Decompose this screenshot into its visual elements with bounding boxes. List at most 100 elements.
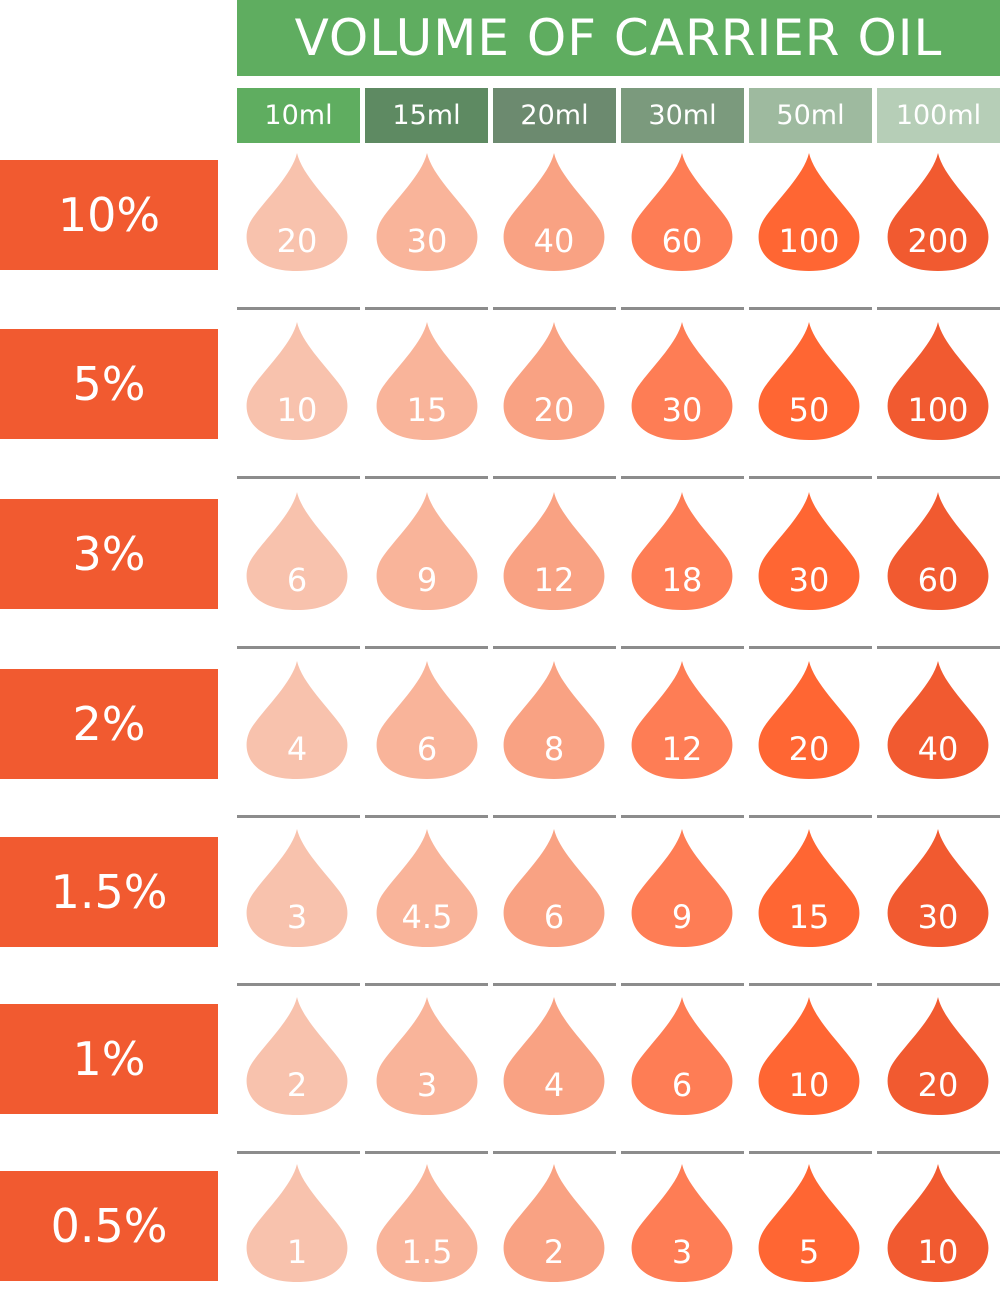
drop-icon [758,1164,860,1282]
drop-icon [246,492,348,610]
drop-cell: 3 [244,829,350,947]
drop-icon [246,829,348,947]
drop-value: 30 [917,898,959,936]
drop-cell: 5 [756,1164,862,1282]
drop-value: 4.5 [401,898,453,936]
drop-cell: 2 [501,1164,607,1282]
drop-cell: 10 [885,1164,991,1282]
drop-cell: 3 [374,997,480,1115]
row-divider [365,983,488,986]
drop-cell: 100 [885,322,991,440]
column-header-10ml: 10ml [237,88,360,143]
row-divider [621,307,744,310]
drop-value: 5 [798,1233,820,1271]
drop-icon [376,997,478,1115]
row-label: 10% [0,160,218,270]
drop-icon [376,492,478,610]
row-label: 2% [0,669,218,779]
drop-icon [246,1164,348,1282]
row-divider [877,307,1000,310]
drop-icon [631,661,733,779]
drop-icon [503,492,605,610]
row-divider [237,983,360,986]
row-divider [493,815,616,818]
drop-cell: 20 [885,997,991,1115]
drop-icon [503,661,605,779]
drop-icon [246,661,348,779]
drop-value: 60 [917,561,959,599]
drop-cell: 1 [244,1164,350,1282]
row-divider [365,815,488,818]
drop-icon [758,492,860,610]
drop-value: 1.5 [401,1233,453,1271]
drop-value: 18 [661,561,703,599]
column-header-15ml: 15ml [365,88,488,143]
drop-icon [758,153,860,271]
column-header-100ml: 100ml [877,88,1000,143]
row-divider [365,1151,488,1154]
drop-value: 3 [286,898,308,936]
drop-value: 10 [917,1233,959,1271]
drop-cell: 60 [629,153,735,271]
drop-cell: 40 [885,661,991,779]
column-header-20ml: 20ml [493,88,616,143]
row-divider [237,307,360,310]
drop-value: 2 [286,1066,308,1104]
drop-value: 6 [286,561,308,599]
drop-cell: 6 [374,661,480,779]
drop-cell: 40 [501,153,607,271]
drop-value: 10 [788,1066,830,1104]
drop-cell: 15 [374,322,480,440]
column-header-30ml: 30ml [621,88,744,143]
drop-cell: 100 [756,153,862,271]
drop-icon [887,661,989,779]
row-divider [621,983,744,986]
drop-cell: 20 [244,153,350,271]
row-divider [877,815,1000,818]
drop-value: 8 [543,730,565,768]
drop-cell: 30 [756,492,862,610]
drop-cell: 20 [501,322,607,440]
drop-value: 20 [788,730,830,768]
drop-cell: 12 [629,661,735,779]
row-divider [237,1151,360,1154]
drop-value: 12 [533,561,575,599]
drop-icon [503,997,605,1115]
row-divider [749,476,872,479]
row-divider [749,815,872,818]
row-label: 5% [0,329,218,439]
row-label: 3% [0,499,218,609]
drop-icon [758,661,860,779]
drop-icon [503,1164,605,1282]
drop-icon [376,153,478,271]
drop-icon [887,322,989,440]
drop-cell: 20 [756,661,862,779]
drop-cell: 30 [629,322,735,440]
drop-cell: 9 [629,829,735,947]
drop-value: 30 [661,391,703,429]
row-divider [621,646,744,649]
row-divider [621,476,744,479]
drop-icon [376,1164,478,1282]
row-divider [237,646,360,649]
drop-cell: 4.5 [374,829,480,947]
drop-value: 6 [671,1066,693,1104]
drop-icon [631,1164,733,1282]
row-label: 1% [0,1004,218,1114]
drop-icon [758,322,860,440]
drop-icon [631,322,733,440]
drop-icon [246,153,348,271]
drop-value: 40 [917,730,959,768]
drop-icon [246,997,348,1115]
row-divider [493,646,616,649]
drop-cell: 60 [885,492,991,610]
drop-value: 40 [533,222,575,260]
drop-value: 100 [778,222,840,260]
drop-icon [887,1164,989,1282]
drop-cell: 6 [501,829,607,947]
drop-cell: 2 [244,997,350,1115]
drop-icon [376,661,478,779]
row-divider [493,983,616,986]
drop-value: 9 [416,561,438,599]
drop-value: 2 [543,1233,565,1271]
